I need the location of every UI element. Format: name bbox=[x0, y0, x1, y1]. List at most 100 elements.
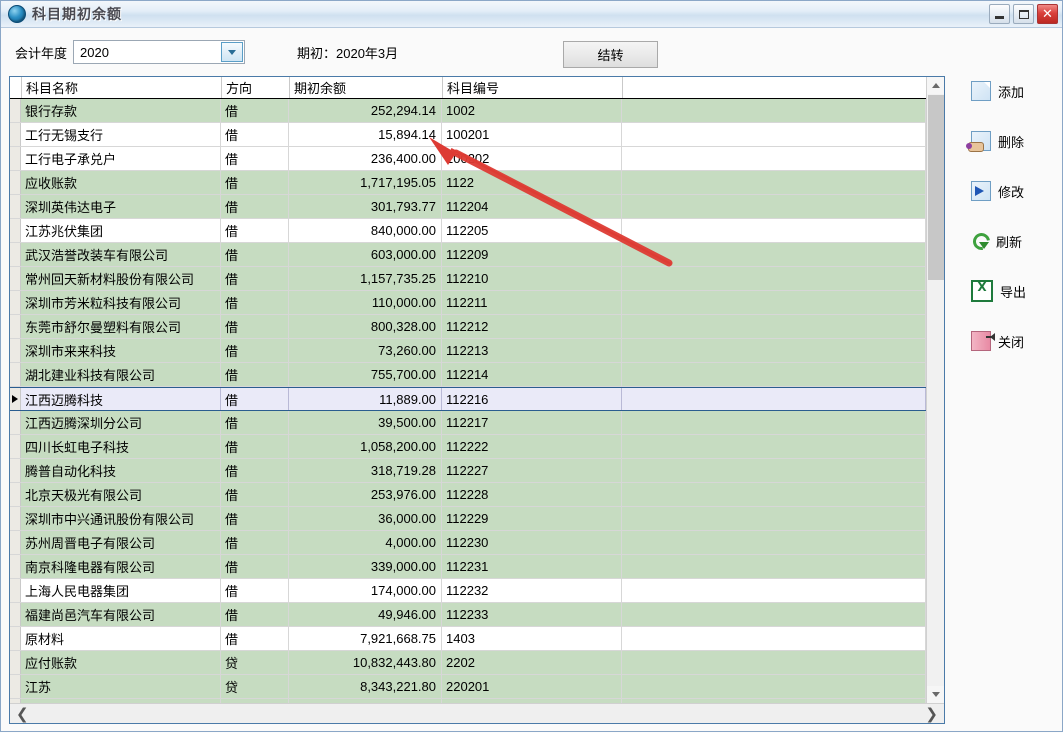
table-row[interactable]: 深圳市中兴通讯股份有限公司借 36,000.00 112229 bbox=[10, 507, 926, 531]
action-button-导出[interactable]: 导出 bbox=[953, 279, 1057, 303]
column-header-direction[interactable]: 方向 bbox=[222, 77, 290, 98]
cell-code[interactable]: 22020101 bbox=[442, 699, 622, 703]
table-row[interactable]: 工行电子承兑户借 236,400.00 100202 bbox=[10, 147, 926, 171]
table-row[interactable]: 深圳市来来科技借 73,260.00 112213 bbox=[10, 339, 926, 363]
cell-dir[interactable]: 借 bbox=[221, 435, 289, 458]
table-row[interactable]: 四川长虹电子科技借 1,058,200.00 112222 bbox=[10, 435, 926, 459]
row-selector[interactable] bbox=[10, 627, 21, 650]
table-row[interactable]: 深圳市芳米粒科技有限公司借 110,000.00 112211 bbox=[10, 291, 926, 315]
cell-dir[interactable]: 借 bbox=[221, 603, 289, 626]
cell-name[interactable]: 深圳市中兴通讯股份有限公司 bbox=[21, 507, 221, 530]
row-selector[interactable] bbox=[10, 195, 21, 218]
cell-dir[interactable]: 借 bbox=[221, 339, 289, 362]
cell-code[interactable]: 100201 bbox=[442, 123, 622, 146]
cell-dir[interactable]: 借 bbox=[221, 507, 289, 530]
cell-balance[interactable]: 7,921,668.75 bbox=[289, 627, 442, 650]
cell-balance[interactable]: 15,894.14 bbox=[289, 123, 442, 146]
column-header-account-code[interactable]: 科目编号 bbox=[443, 77, 623, 98]
cell-dir[interactable]: 借 bbox=[221, 267, 289, 290]
table-row[interactable]: 江苏厚道塑胶科技有限公司贷100,000.0022020101 bbox=[10, 699, 926, 703]
row-selector[interactable] bbox=[10, 291, 21, 314]
cell-name[interactable]: 四川长虹电子科技 bbox=[21, 435, 221, 458]
table-row[interactable]: 江苏贷 8,343,221.80 220201 bbox=[10, 675, 926, 699]
cell-balance[interactable]: 100,000.00 bbox=[289, 699, 442, 703]
cell-balance[interactable]: 174,000.00 bbox=[289, 579, 442, 602]
row-selector[interactable] bbox=[10, 315, 21, 338]
cell-dir[interactable]: 贷 bbox=[221, 675, 289, 698]
cell-name[interactable]: 江西迈腾科技 bbox=[21, 388, 221, 410]
cell-code[interactable]: 112229 bbox=[442, 507, 622, 530]
cell-dir[interactable]: 借 bbox=[221, 483, 289, 506]
cell-balance[interactable]: 840,000.00 bbox=[289, 219, 442, 242]
cell-dir[interactable]: 借 bbox=[221, 555, 289, 578]
cell-name[interactable]: 银行存款 bbox=[21, 99, 221, 122]
cell-balance[interactable]: 252,294.14 bbox=[289, 99, 442, 122]
scroll-right-icon[interactable]: ❯ bbox=[925, 704, 938, 723]
cell-dir[interactable]: 借 bbox=[221, 147, 289, 170]
cell-code[interactable]: 112233 bbox=[442, 603, 622, 626]
fiscal-year-select[interactable]: 2020 bbox=[73, 40, 246, 64]
scroll-up-icon[interactable] bbox=[927, 77, 944, 94]
action-button-添加[interactable]: 添加 bbox=[953, 79, 1057, 103]
cell-name[interactable]: 江西迈腾深圳分公司 bbox=[21, 411, 221, 434]
cell-code[interactable]: 1403 bbox=[442, 627, 622, 650]
table-row[interactable]: 苏州周晋电子有限公司借 4,000.00 112230 bbox=[10, 531, 926, 555]
cell-code[interactable]: 112213 bbox=[442, 339, 622, 362]
cell-balance[interactable]: 1,717,195.05 bbox=[289, 171, 442, 194]
cell-name[interactable]: 湖北建业科技有限公司 bbox=[21, 363, 221, 386]
cell-code[interactable]: 220201 bbox=[442, 675, 622, 698]
row-selector[interactable] bbox=[10, 171, 21, 194]
table-row[interactable]: 上海人民电器集团借 174,000.00 112232 bbox=[10, 579, 926, 603]
cell-balance[interactable]: 4,000.00 bbox=[289, 531, 442, 554]
cell-balance[interactable]: 1,058,200.00 bbox=[289, 435, 442, 458]
cell-balance[interactable]: 36,000.00 bbox=[289, 507, 442, 530]
cell-balance[interactable]: 73,260.00 bbox=[289, 339, 442, 362]
column-header-opening-balance[interactable]: 期初余额 bbox=[290, 77, 443, 98]
row-selector[interactable] bbox=[10, 219, 21, 242]
minimize-button[interactable] bbox=[989, 4, 1010, 24]
table-row[interactable]: 北京天极光有限公司借 253,976.00 112228 bbox=[10, 483, 926, 507]
row-selector[interactable] bbox=[10, 411, 21, 434]
row-selector[interactable] bbox=[10, 363, 21, 386]
cell-name[interactable]: 工行电子承兑户 bbox=[21, 147, 221, 170]
cell-dir[interactable]: 借 bbox=[221, 363, 289, 386]
cell-name[interactable]: 工行无锡支行 bbox=[21, 123, 221, 146]
row-selector[interactable] bbox=[10, 603, 21, 626]
cell-code[interactable]: 100202 bbox=[442, 147, 622, 170]
action-button-刷新[interactable]: 刷新 bbox=[953, 229, 1057, 253]
chevron-down-icon[interactable] bbox=[221, 42, 244, 62]
cell-dir[interactable]: 借 bbox=[221, 243, 289, 266]
cell-dir[interactable]: 借 bbox=[221, 219, 289, 242]
table-row[interactable]: 应付账款贷 10,832,443.80 2202 bbox=[10, 651, 926, 675]
row-selector[interactable] bbox=[10, 435, 21, 458]
cell-code[interactable]: 112209 bbox=[442, 243, 622, 266]
cell-balance[interactable]: 8,343,221.80 bbox=[289, 675, 442, 698]
cell-name[interactable]: 上海人民电器集团 bbox=[21, 579, 221, 602]
cell-code[interactable]: 112204 bbox=[442, 195, 622, 218]
cell-balance[interactable]: 1,157,735.25 bbox=[289, 267, 442, 290]
cell-balance[interactable]: 110,000.00 bbox=[289, 291, 442, 314]
cell-code[interactable]: 112214 bbox=[442, 363, 622, 386]
maximize-button[interactable] bbox=[1013, 4, 1034, 24]
row-selector[interactable] bbox=[10, 267, 21, 290]
table-row[interactable]: 腾普自动化科技借 318,719.28 112227 bbox=[10, 459, 926, 483]
cell-code[interactable]: 112231 bbox=[442, 555, 622, 578]
cell-code[interactable]: 112217 bbox=[442, 411, 622, 434]
cell-balance[interactable]: 253,976.00 bbox=[289, 483, 442, 506]
row-selector[interactable] bbox=[10, 483, 21, 506]
horizontal-scrollbar[interactable]: ❮ ❯ bbox=[10, 703, 944, 723]
row-selector[interactable] bbox=[10, 459, 21, 482]
row-selector[interactable] bbox=[10, 99, 21, 122]
cell-dir[interactable]: 贷 bbox=[221, 699, 289, 703]
cell-balance[interactable]: 39,500.00 bbox=[289, 411, 442, 434]
cell-name[interactable]: 南京科隆电器有限公司 bbox=[21, 555, 221, 578]
cell-balance[interactable]: 755,700.00 bbox=[289, 363, 442, 386]
table-row[interactable]: 工行无锡支行借 15,894.14 100201 bbox=[10, 123, 926, 147]
cell-balance[interactable]: 318,719.28 bbox=[289, 459, 442, 482]
cell-dir[interactable]: 借 bbox=[221, 195, 289, 218]
cell-dir[interactable]: 借 bbox=[221, 123, 289, 146]
cell-name[interactable]: 福建尚邑汽车有限公司 bbox=[21, 603, 221, 626]
cell-code[interactable]: 112227 bbox=[442, 459, 622, 482]
cell-name[interactable]: 腾普自动化科技 bbox=[21, 459, 221, 482]
cell-code[interactable]: 112205 bbox=[442, 219, 622, 242]
